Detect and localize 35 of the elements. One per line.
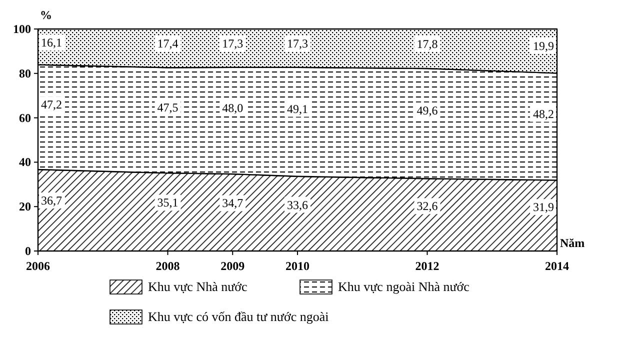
data-label: 48,2 (533, 106, 554, 121)
x-tick-label: 2010 (286, 259, 310, 273)
x-tick-label: 2014 (545, 259, 569, 273)
data-label: 34,7 (222, 196, 244, 210)
data-label: 32,6 (416, 199, 438, 214)
y-tick-label: 60 (19, 110, 31, 125)
data-label: 17,8 (416, 37, 438, 52)
data-label: 49,6 (416, 103, 438, 118)
data-label: 16,1 (41, 36, 62, 50)
data-label: 47,2 (41, 98, 62, 112)
y-tick-label: 80 (19, 66, 31, 80)
x-tick-label: 2012 (415, 259, 440, 273)
data-label: 17,3 (222, 36, 244, 51)
y-tick-label: 20 (19, 200, 31, 214)
x-tick-label: 2008 (156, 259, 180, 273)
data-label: 49,1 (287, 102, 308, 116)
data-label: 17,4 (157, 36, 178, 51)
data-label: 19,9 (533, 38, 554, 53)
x-axis-title: Năm (560, 236, 585, 250)
data-label: 48,0 (222, 100, 244, 115)
y-tick-label: 0 (25, 244, 31, 258)
y-tick-label: 40 (19, 155, 31, 170)
data-label: 35,1 (157, 196, 178, 210)
y-tick-label: 100 (13, 22, 31, 36)
data-label: 31,9 (533, 200, 554, 214)
data-label: 47,5 (157, 100, 178, 115)
data-label: 17,3 (287, 36, 308, 51)
x-tick-label: 2006 (26, 259, 50, 273)
legend-label: Khu vực có vốn đầu tư nước ngoài (148, 309, 330, 324)
data-label: 33,6 (287, 198, 308, 212)
y-axis-title: % (40, 8, 52, 22)
data-label: 36,7 (41, 193, 62, 208)
legend-label: Khu vực ngoài Nhà nước (338, 279, 470, 294)
legend-label: Khu vực Nhà nước (148, 279, 248, 294)
x-tick-label: 2009 (220, 259, 245, 273)
